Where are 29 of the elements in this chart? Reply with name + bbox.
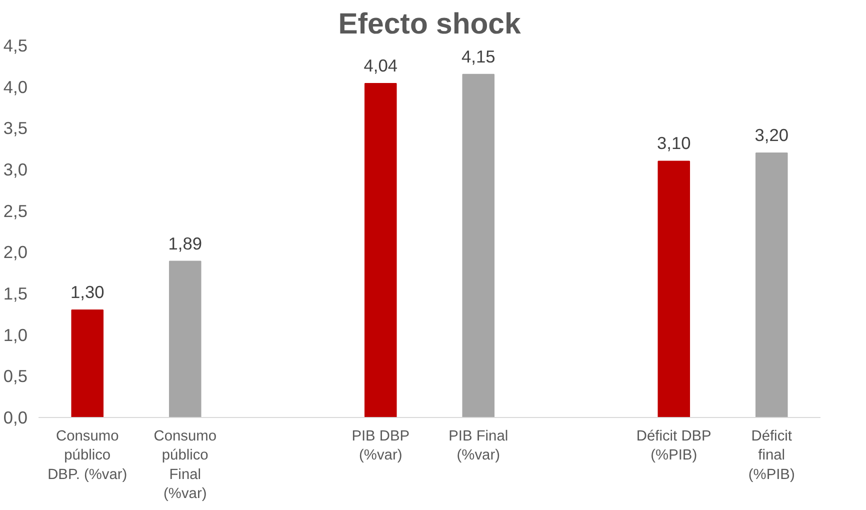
y-tick-label: 3,0 bbox=[3, 160, 28, 180]
chart-title: Efecto shock bbox=[338, 8, 522, 40]
y-tick-label: 4,5 bbox=[3, 36, 28, 56]
y-tick-label: 3,5 bbox=[3, 118, 28, 138]
y-tick-label: 0,5 bbox=[3, 366, 28, 386]
y-tick-label: 2,5 bbox=[3, 200, 28, 221]
data-label: 1,30 bbox=[70, 282, 104, 302]
y-tick-label: 0,0 bbox=[3, 408, 28, 428]
x-tick-label: PIB Final (%var) bbox=[448, 428, 508, 464]
x-tick-label: PIB DBP (%var) bbox=[352, 428, 410, 464]
bar bbox=[658, 160, 690, 418]
x-tick-label: Consumo público Final (%var) bbox=[154, 428, 216, 502]
data-label: 3,10 bbox=[657, 133, 691, 154]
y-tick-label: 2,0 bbox=[3, 242, 28, 262]
y-tick-label: 1,5 bbox=[3, 284, 28, 304]
y-tick-label: 4,0 bbox=[3, 76, 28, 97]
bar bbox=[755, 152, 788, 418]
x-tick-label: Déficit DBP (%PIB) bbox=[636, 428, 712, 464]
bar bbox=[462, 74, 495, 418]
y-tick-label: 1,0 bbox=[3, 324, 28, 345]
x-tick-label: Déficit final (%PIB) bbox=[748, 428, 795, 483]
data-label: 4,15 bbox=[462, 46, 496, 66]
data-label: 3,20 bbox=[754, 124, 788, 145]
data-label: 1,89 bbox=[168, 233, 202, 254]
bar bbox=[364, 83, 397, 418]
bar bbox=[168, 260, 202, 418]
data-label: 4,04 bbox=[364, 56, 398, 76]
bar bbox=[71, 310, 104, 418]
x-tick-label: Consumo público DBP. (%var) bbox=[48, 428, 128, 483]
